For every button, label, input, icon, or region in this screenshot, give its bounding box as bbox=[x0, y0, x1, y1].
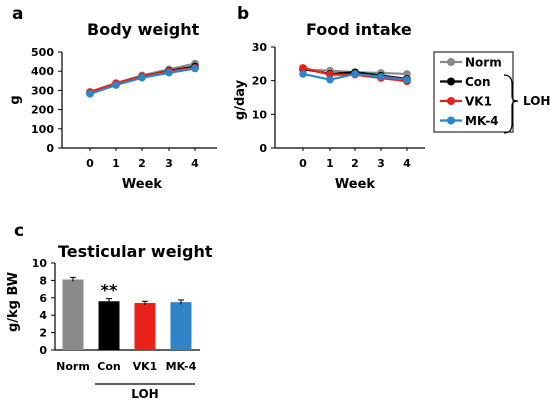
legend: LOH Norm Con VK1 MK-4 bbox=[433, 51, 550, 134]
panel-label-a: a bbox=[12, 4, 23, 24]
panel-label-c: c bbox=[14, 221, 24, 241]
legend-group-label: LOH bbox=[523, 94, 550, 108]
y-tick-label: 0 bbox=[39, 344, 47, 357]
x-tick-label: 1 bbox=[326, 157, 334, 170]
x-tick-label: 2 bbox=[138, 157, 146, 170]
x-tick-label: VK1 bbox=[133, 360, 158, 373]
significance-marker: ** bbox=[101, 281, 118, 300]
y-tick-label: 6 bbox=[39, 292, 47, 305]
x-axis-label-a: Week bbox=[122, 177, 163, 192]
x-tick-label: 1 bbox=[112, 157, 120, 170]
y-tick-label: 20 bbox=[252, 75, 268, 88]
data-point-mk-4 bbox=[112, 81, 120, 89]
data-point-mk-4 bbox=[191, 64, 199, 73]
y-tick-label: 4 bbox=[39, 309, 47, 322]
panel-label-b: b bbox=[237, 4, 249, 24]
y-tick-label: 400 bbox=[31, 65, 54, 78]
y-tick-label: 30 bbox=[252, 41, 268, 54]
legend-marker-norm bbox=[447, 58, 455, 66]
legend-marker-con bbox=[447, 77, 455, 86]
x-axis-label-b: Week bbox=[335, 177, 376, 192]
bar-mk-4 bbox=[170, 302, 192, 350]
x-tick-label: 2 bbox=[351, 157, 359, 170]
data-point-mk-4 bbox=[165, 68, 173, 77]
bar-con bbox=[98, 301, 120, 350]
bar-vk1 bbox=[134, 303, 156, 350]
data-point-mk-4 bbox=[299, 70, 307, 78]
chart-title-body-weight: Body weight bbox=[87, 20, 200, 39]
chart-title-food-intake: Food intake bbox=[306, 20, 412, 39]
y-tick-label: 100 bbox=[31, 123, 54, 136]
x-tick-label: 0 bbox=[86, 157, 94, 170]
y-tick-label: 8 bbox=[39, 274, 47, 287]
y-axis-label-a: g bbox=[8, 95, 23, 104]
legend-brace bbox=[503, 74, 519, 134]
legend-label-norm: Norm bbox=[465, 56, 502, 70]
data-point-vk1 bbox=[299, 64, 307, 72]
y-tick-label: 10 bbox=[252, 108, 268, 121]
y-tick-label: 300 bbox=[31, 84, 54, 97]
body-weight-chart: g Week 0 100 200 300 400 500 0 1 2 3 4 bbox=[8, 46, 217, 192]
data-point-mk-4 bbox=[377, 72, 385, 81]
x-tick-label: 0 bbox=[299, 157, 307, 170]
x-tick-label: Con bbox=[97, 360, 120, 373]
x-tick-label: 4 bbox=[403, 157, 411, 170]
y-tick-label: 2 bbox=[39, 327, 47, 340]
y-axis-label-b: g/day bbox=[233, 79, 248, 120]
data-point-mk-4 bbox=[326, 75, 334, 84]
x-tick-label: 4 bbox=[191, 157, 199, 170]
y-axis-label-c: g/kg BW bbox=[6, 272, 21, 332]
loh-group-label: LOH bbox=[131, 387, 158, 401]
legend-label-mk-4: MK-4 bbox=[465, 114, 499, 128]
bar-norm bbox=[62, 279, 84, 350]
legend-marker-vk1 bbox=[447, 97, 455, 105]
x-tick-label: 3 bbox=[377, 157, 385, 170]
data-point-mk-4 bbox=[403, 75, 411, 84]
y-tick-label: 0 bbox=[259, 142, 267, 155]
data-point-mk-4 bbox=[86, 90, 94, 98]
testicular-weight-chart: g/kg BW LOH 0 2 4 6 8 10 Norm Con VK1 MK-4 ** bbox=[6, 257, 200, 401]
x-tick-label: Norm bbox=[56, 360, 90, 373]
data-point-mk-4 bbox=[351, 70, 359, 78]
y-tick-label: 0 bbox=[46, 142, 54, 155]
legend-label-vk1: VK1 bbox=[465, 95, 492, 109]
legend-box bbox=[433, 51, 514, 133]
y-tick-label: 200 bbox=[31, 104, 54, 117]
legend-label-con: Con bbox=[465, 75, 491, 89]
legend-marker-mk-4 bbox=[447, 116, 455, 125]
x-tick-label: 3 bbox=[165, 157, 173, 170]
food-intake-chart: g/day Week 0 10 20 30 0 1 2 3 4 bbox=[233, 41, 425, 192]
chart-title-testicular-weight: Testicular weight bbox=[58, 242, 213, 261]
y-tick-label: 10 bbox=[32, 257, 48, 270]
data-point-mk-4 bbox=[138, 73, 146, 82]
y-tick-label: 500 bbox=[31, 46, 54, 59]
x-tick-label: MK-4 bbox=[166, 360, 197, 373]
